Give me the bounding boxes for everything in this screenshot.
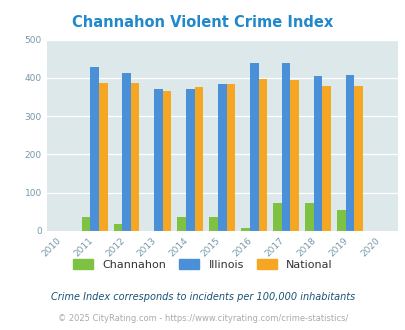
Bar bbox=[113, 224, 122, 231]
Bar bbox=[345, 75, 354, 231]
Bar bbox=[313, 76, 322, 231]
Bar bbox=[290, 80, 298, 231]
Text: Channahon Violent Crime Index: Channahon Violent Crime Index bbox=[72, 15, 333, 30]
Bar bbox=[241, 228, 249, 231]
Bar bbox=[130, 83, 139, 231]
Bar bbox=[81, 217, 90, 231]
Bar bbox=[162, 90, 171, 231]
Bar bbox=[322, 86, 330, 231]
Bar bbox=[258, 79, 266, 231]
Bar bbox=[209, 217, 217, 231]
Bar bbox=[217, 84, 226, 231]
Legend: Channahon, Illinois, National: Channahon, Illinois, National bbox=[69, 255, 336, 274]
Bar bbox=[354, 86, 362, 231]
Text: Crime Index corresponds to incidents per 100,000 inhabitants: Crime Index corresponds to incidents per… bbox=[51, 292, 354, 302]
Bar bbox=[90, 67, 99, 231]
Bar bbox=[305, 203, 313, 231]
Bar bbox=[177, 217, 185, 231]
Bar bbox=[273, 203, 281, 231]
Bar bbox=[226, 84, 234, 231]
Bar bbox=[336, 210, 345, 231]
Text: © 2025 CityRating.com - https://www.cityrating.com/crime-statistics/: © 2025 CityRating.com - https://www.city… bbox=[58, 314, 347, 323]
Bar bbox=[281, 63, 290, 231]
Bar bbox=[194, 87, 203, 231]
Bar bbox=[249, 63, 258, 231]
Bar bbox=[99, 83, 107, 231]
Bar bbox=[185, 89, 194, 231]
Bar bbox=[154, 88, 162, 231]
Bar bbox=[122, 73, 130, 231]
